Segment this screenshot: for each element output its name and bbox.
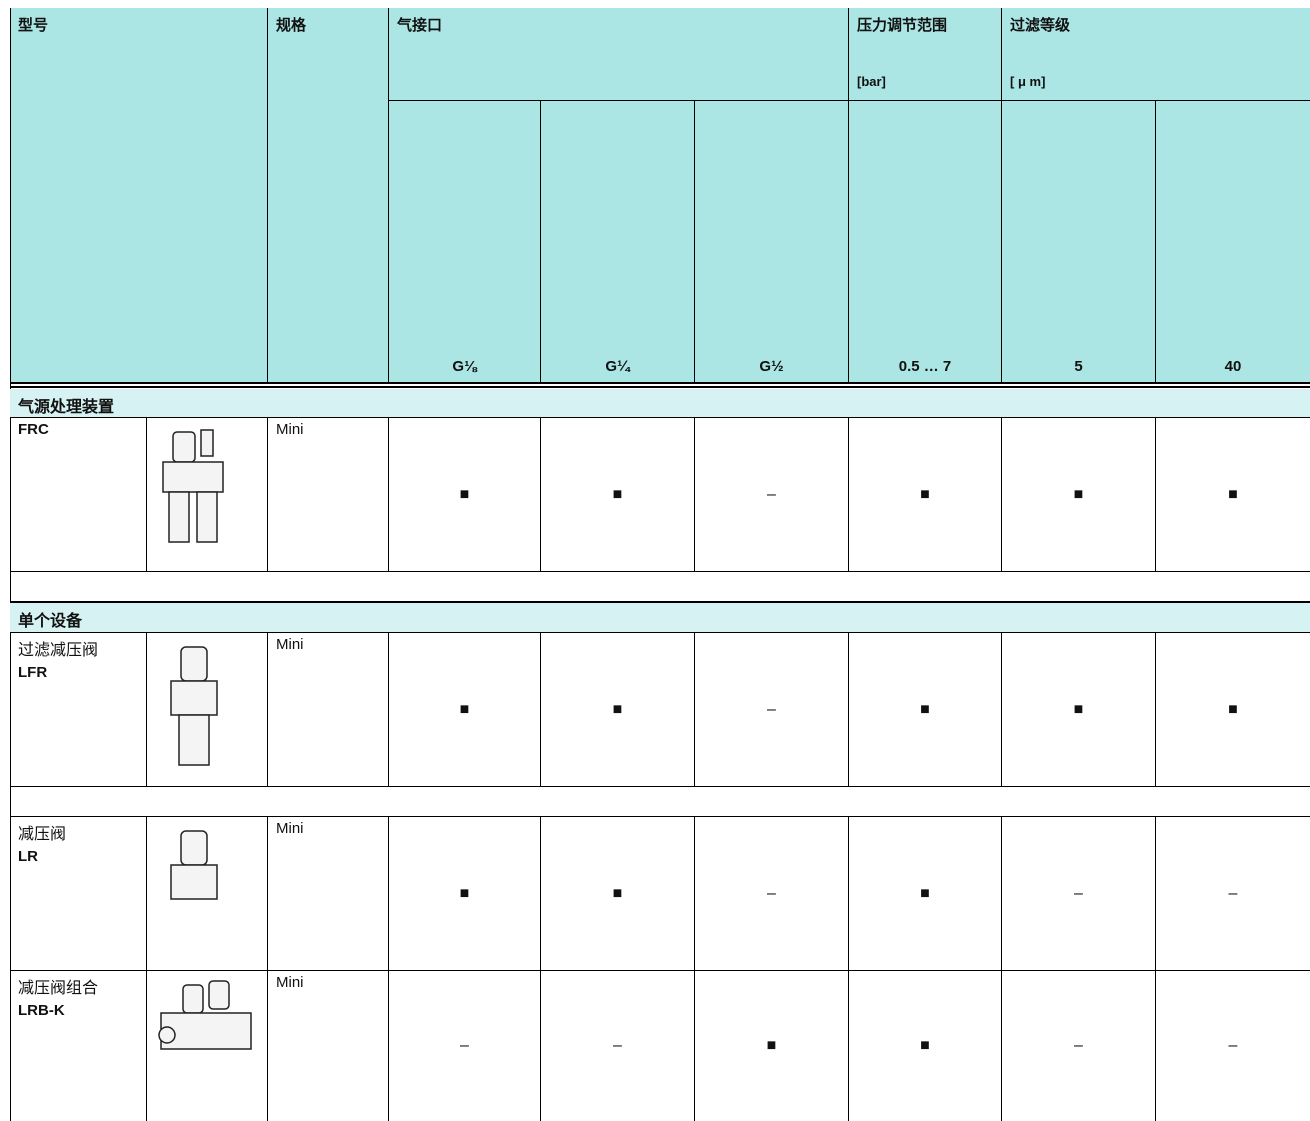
- model-cell: FRC: [10, 418, 147, 572]
- availability-mark: ■: [1156, 418, 1310, 572]
- product-model: LRB-K: [18, 1002, 65, 1019]
- availability-mark: ■: [849, 817, 1002, 971]
- spec-cell: Mini: [268, 633, 389, 787]
- availability-mark: –: [1002, 817, 1156, 971]
- availability-mark: ■: [1156, 633, 1310, 787]
- image-cell: [147, 418, 268, 572]
- product-model: LFR: [18, 664, 48, 681]
- header-rule: [10, 386, 1310, 388]
- availability-mark: ■: [695, 971, 849, 1121]
- availability-mark: ■: [1002, 633, 1156, 787]
- product-drawing: [162, 429, 224, 543]
- model-cell: 减压阀组合 LRB-K: [10, 971, 147, 1121]
- image-cell: [147, 817, 268, 971]
- section-title: 单个设备: [10, 602, 1310, 633]
- header-filter-title: 过滤等级: [1010, 17, 1071, 34]
- product-name: 减压阀组合: [18, 978, 99, 997]
- spacer-row: [10, 572, 1310, 602]
- header-column: G½: [695, 101, 849, 383]
- header-pressure-unit: [bar]: [857, 74, 886, 89]
- availability-mark: –: [1228, 1037, 1238, 1054]
- availability-mark: –: [695, 418, 849, 572]
- availability-mark: –: [695, 633, 849, 787]
- availability-mark: ■: [541, 418, 695, 572]
- availability-mark: –: [695, 817, 849, 971]
- product-name: 减压阀: [18, 824, 67, 843]
- availability-mark: –: [1156, 817, 1310, 971]
- image-cell: [147, 971, 268, 1121]
- availability-mark: ■: [389, 633, 541, 787]
- product-drawing: [170, 646, 218, 766]
- availability-mark: ■: [849, 633, 1002, 787]
- spec-cell: Mini: [268, 817, 389, 971]
- availability-mark: –: [389, 971, 541, 1121]
- availability-mark: ■: [849, 418, 1002, 572]
- header-spec: 规格: [268, 8, 389, 383]
- header-rule: [10, 382, 1310, 384]
- product-name: 过滤减压阀: [18, 640, 99, 659]
- availability-mark: ■: [541, 633, 695, 787]
- availability-mark: –: [541, 971, 695, 1121]
- availability-mark: ■: [541, 817, 695, 971]
- header-column: G¼: [541, 101, 695, 383]
- spec-cell: Mini: [268, 418, 389, 572]
- header-model: 型号: [10, 8, 268, 383]
- product-image: [153, 823, 263, 967]
- availability-mark: ■: [849, 971, 1002, 1121]
- header-filter-unit: [ μ m]: [1010, 74, 1046, 89]
- product-drawing: [158, 980, 252, 1050]
- header-pressure: 压力调节范围 [bar]: [849, 8, 1002, 101]
- section-title: 气源处理装置: [10, 389, 1310, 418]
- header-column: G⅛: [389, 101, 541, 383]
- availability-mark: ■: [389, 817, 541, 971]
- header-pressure-title: 压力调节范围: [857, 17, 948, 34]
- left-rule: [10, 8, 11, 1121]
- product-drawing: [170, 830, 218, 900]
- product-image: [153, 639, 263, 783]
- header-column: 0.5 … 7: [849, 101, 1002, 383]
- spacer-row: [10, 787, 1310, 817]
- product-image: [153, 977, 263, 1121]
- header-column: 5: [1002, 101, 1156, 383]
- product-model: LR: [18, 848, 38, 865]
- image-cell: [147, 633, 268, 787]
- product-image: [153, 424, 263, 568]
- header-port: 气接口: [389, 8, 849, 101]
- availability-mark: ■: [1002, 418, 1156, 572]
- availability-mark: ■: [389, 418, 541, 572]
- model-cell: 减压阀 LR: [10, 817, 147, 971]
- availability-mark: –: [1002, 971, 1156, 1121]
- product-model: FRC: [18, 421, 49, 438]
- header-filter: 过滤等级 [ μ m]: [1002, 8, 1310, 101]
- spec-cell: Mini: [268, 971, 389, 1121]
- model-cell: 过滤减压阀 LFR: [10, 633, 147, 787]
- header-column: 40: [1156, 101, 1310, 383]
